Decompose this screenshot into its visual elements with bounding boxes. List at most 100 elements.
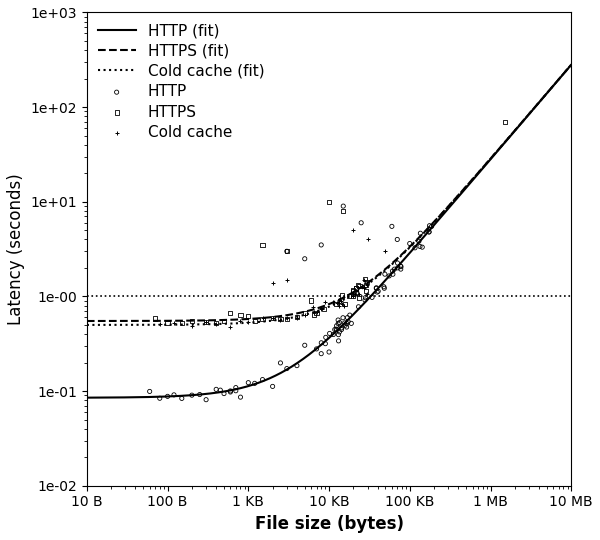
HTTPS xyxy=(361,286,371,295)
HTTP xyxy=(340,319,349,327)
HTTP xyxy=(343,313,352,322)
HTTP xyxy=(388,270,398,279)
HTTP xyxy=(258,375,268,384)
HTTPS xyxy=(344,292,353,301)
HTTP xyxy=(335,318,344,327)
Cold cache (fit) xyxy=(568,62,575,68)
HTTP xyxy=(342,323,352,332)
HTTP (fit) xyxy=(416,239,423,245)
HTTP xyxy=(187,391,197,400)
Cold cache xyxy=(362,280,372,289)
HTTP xyxy=(250,379,260,388)
HTTPS xyxy=(150,314,160,323)
Cold cache xyxy=(155,320,164,328)
Cold cache xyxy=(349,292,358,300)
Legend: HTTP (fit), HTTPS (fit), Cold cache (fit), HTTP, HTTPS, Cold cache: HTTP (fit), HTTPS (fit), Cold cache (fit… xyxy=(91,17,271,146)
HTTP xyxy=(282,247,292,255)
HTTP xyxy=(226,388,235,396)
Cold cache xyxy=(335,296,344,305)
HTTP xyxy=(414,237,424,246)
HTTP xyxy=(337,323,346,332)
HTTP (fit) xyxy=(133,394,140,401)
HTTPS xyxy=(362,278,371,287)
HTTP xyxy=(330,325,340,334)
HTTP xyxy=(396,262,406,271)
HTTP xyxy=(335,328,344,336)
Cold cache xyxy=(354,289,364,298)
HTTP xyxy=(415,242,425,251)
HTTPS xyxy=(352,284,361,293)
Cold cache xyxy=(316,305,326,313)
HTTPS xyxy=(340,300,349,308)
HTTPS xyxy=(244,312,253,321)
Cold cache xyxy=(282,275,292,284)
Cold cache (fit) xyxy=(296,313,304,319)
Cold cache xyxy=(339,301,349,310)
HTTP xyxy=(427,222,436,231)
HTTP xyxy=(169,390,179,399)
HTTP xyxy=(324,348,334,356)
Cold cache xyxy=(362,290,371,299)
Cold cache xyxy=(258,313,268,322)
HTTPS xyxy=(331,300,341,308)
HTTP xyxy=(389,265,399,273)
HTTP (fit) xyxy=(470,176,477,183)
HTTPS (fit) xyxy=(416,234,423,240)
HTTP (fit) xyxy=(83,394,91,401)
HTTP xyxy=(268,382,277,391)
HTTP xyxy=(334,319,343,328)
HTTP xyxy=(321,333,331,342)
HTTPS xyxy=(337,291,347,300)
HTTP (fit) xyxy=(296,358,304,365)
Cold cache (fit) xyxy=(133,322,140,328)
HTTPS xyxy=(353,280,363,289)
HTTP xyxy=(226,387,235,395)
HTTP xyxy=(292,361,302,370)
Cold cache xyxy=(350,290,360,299)
HTTP xyxy=(201,395,211,404)
HTTP xyxy=(373,288,382,296)
Cold cache xyxy=(316,303,326,312)
HTTPS xyxy=(219,316,229,325)
HTTPS xyxy=(338,207,348,215)
HTTP xyxy=(215,386,225,394)
Cold cache xyxy=(334,301,344,310)
HTTPS xyxy=(355,294,364,302)
HTTPS xyxy=(268,314,277,322)
HTTP xyxy=(396,265,406,273)
Cold cache xyxy=(244,318,253,326)
HTTP xyxy=(337,325,346,334)
HTTPS xyxy=(211,319,221,328)
HTTP xyxy=(361,293,370,302)
Cold cache xyxy=(337,300,346,309)
HTTPS xyxy=(351,284,361,292)
HTTP xyxy=(379,282,389,291)
HTTPS (fit) xyxy=(568,62,575,68)
HTTP (fit) xyxy=(279,369,286,375)
Line: Cold cache (fit): Cold cache (fit) xyxy=(87,65,571,325)
Cold cache xyxy=(201,318,211,326)
HTTP xyxy=(387,222,397,231)
HTTP xyxy=(416,229,425,238)
Cold cache (fit) xyxy=(461,185,468,192)
Cold cache xyxy=(336,296,346,305)
Cold cache xyxy=(226,322,235,331)
HTTP xyxy=(300,254,310,263)
Cold cache xyxy=(282,314,292,323)
HTTP xyxy=(379,284,389,293)
Cold cache xyxy=(211,320,221,329)
HTTP xyxy=(405,239,415,248)
HTTPS xyxy=(319,305,329,313)
HTTP xyxy=(371,284,381,293)
HTTP xyxy=(425,221,434,230)
HTTPS xyxy=(324,198,334,206)
HTTP xyxy=(354,302,364,311)
HTTPS xyxy=(250,316,260,325)
HTTP xyxy=(392,235,402,244)
HTTP xyxy=(325,329,334,338)
HTTP xyxy=(211,385,221,394)
HTTP xyxy=(312,345,322,353)
HTTP xyxy=(163,392,172,401)
Cold cache xyxy=(308,303,318,312)
HTTP xyxy=(342,319,352,328)
